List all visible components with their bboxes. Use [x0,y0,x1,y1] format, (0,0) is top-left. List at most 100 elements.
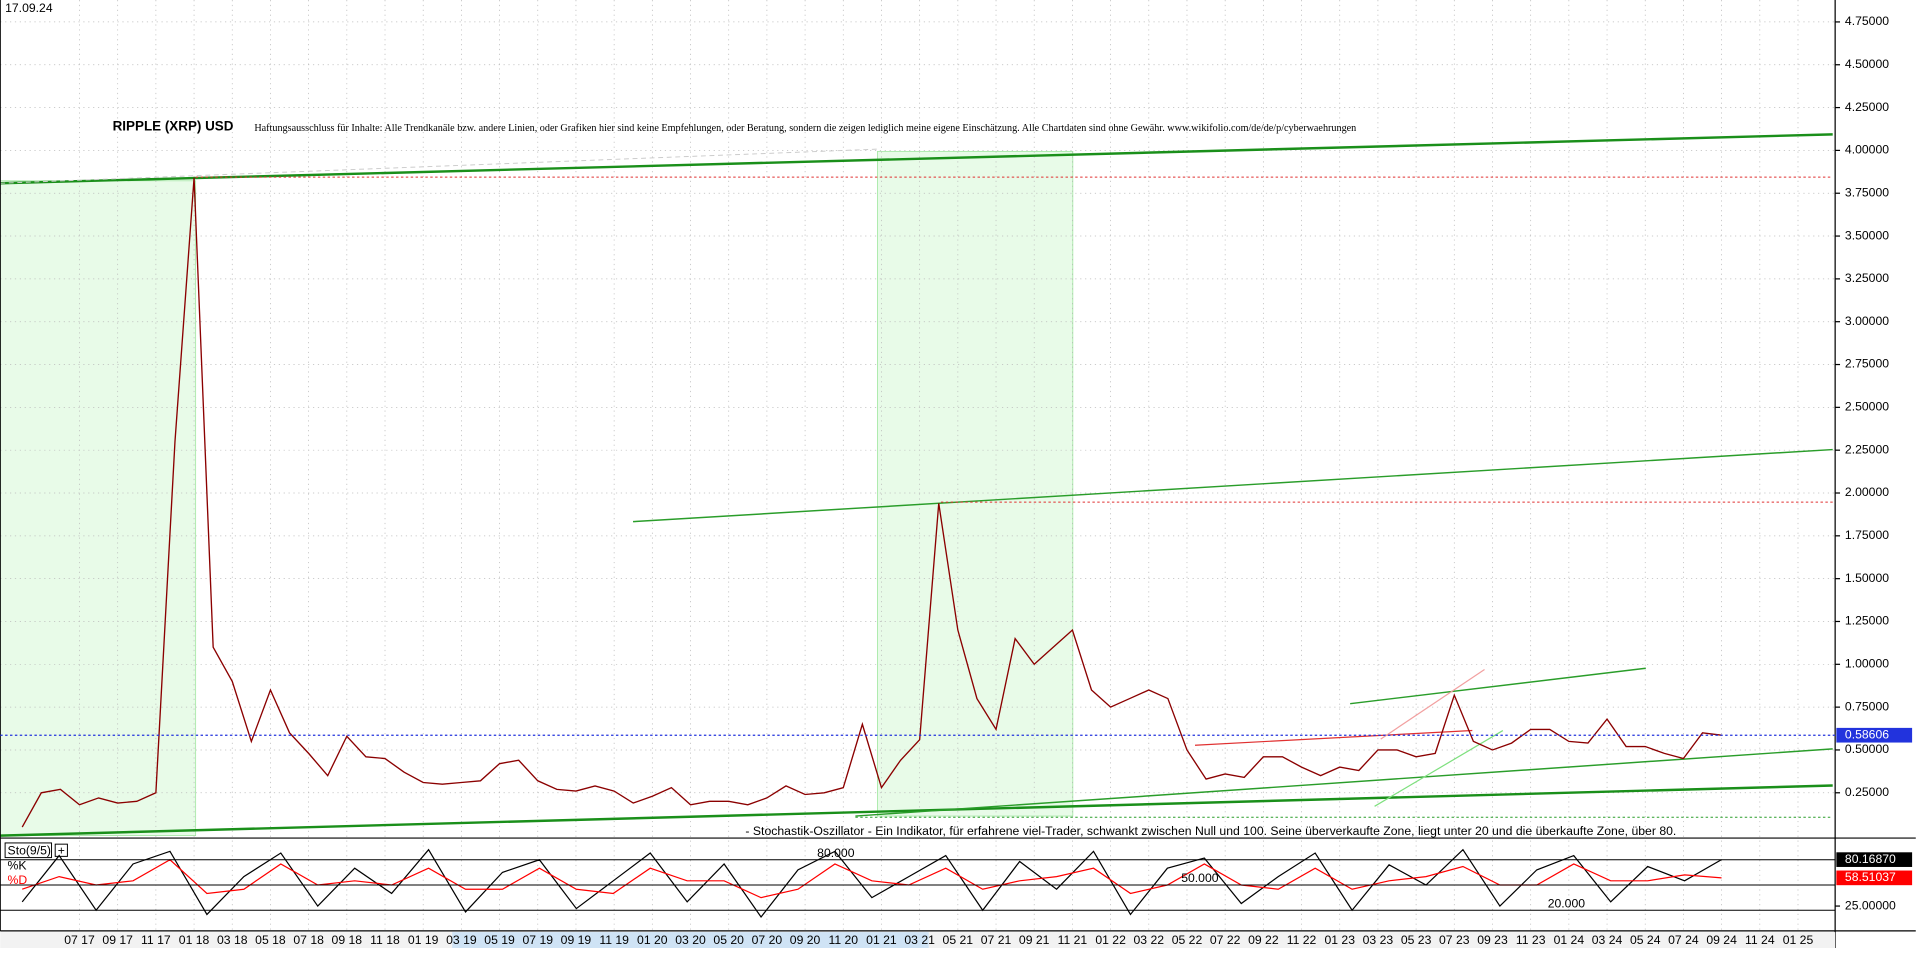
trend-line [1374,730,1504,807]
y-tick-label: 2.75000 [1845,357,1889,371]
y-tick-label: 2.25000 [1845,442,1889,456]
x-tick-label: 03 24 [1592,933,1623,947]
price-line [21,177,1722,828]
x-tick-label: 09 23 [1477,933,1508,947]
x-tick-label: 09 22 [1248,933,1279,947]
x-tick-label: 07 20 [752,933,783,947]
current-value-box [1836,852,1913,867]
trend-line [0,148,880,184]
x-tick-label: 05 22 [1172,933,1203,947]
current-value-box [1836,870,1913,886]
disclaimer: Haftungsausschluss für Inhalte: Alle Tre… [254,122,1356,134]
zone [0,180,197,836]
x-tick-label: 09 17 [102,933,133,947]
y-tick-label: 1.75000 [1845,528,1889,542]
x-tick-label: 03 18 [217,933,248,947]
x-tick-label: 07 21 [981,933,1012,947]
current-price-label: 0.58606 [1845,727,1889,741]
x-tick-label: 05 18 [255,933,286,947]
x-tick-label: 11 17 [141,933,171,947]
trend-line [855,748,1833,817]
x-tick-label: 01 21 [866,933,897,947]
x-tick-label: 09 19 [561,933,592,947]
x-tick-label: 01 18 [179,933,210,947]
y-tick-label: 1.25000 [1845,614,1889,628]
trend-line [1350,667,1646,705]
add-indicator-button[interactable] [54,843,68,857]
x-tick-label: 11 21 [1058,933,1088,947]
date-label: 17.09.24 [5,1,53,15]
y-tick-label: 0.75000 [1845,699,1889,713]
y-tick-label: 25.00000 [1845,898,1896,912]
x-tick-label: 01 24 [1554,933,1585,947]
current-price-box [1836,727,1913,743]
x-tick-label: 11 22 [1287,933,1317,947]
grid [0,0,1836,931]
trend-line [1380,668,1485,740]
x-tick-label: 01 23 [1324,933,1355,947]
x-tick-label: 07 17 [64,933,95,947]
level-label: 50.000 [1181,871,1219,885]
y-tick-label: 1.50000 [1845,571,1889,585]
y-tick-label: 0.25000 [1845,785,1889,799]
chart-title: RIPPLE (XRP) USD [113,119,234,134]
x-tick-label: 07 23 [1439,933,1470,947]
trend-line [632,448,1833,523]
y-tick-label: 3.25000 [1845,271,1889,285]
x-tick-label: 01 20 [637,933,668,947]
trend-line [1194,729,1473,746]
y-tick-label: 0.50000 [1845,742,1889,756]
x-tick-label: 01 22 [1095,933,1126,947]
add-indicator-icon: + [58,844,65,858]
y-tick-label: 4.25000 [1845,100,1889,114]
x-tick-label: 05 23 [1401,933,1432,947]
x-tick-label: 05 21 [943,933,974,947]
oscillator-line [22,859,1722,899]
x-tick-label: 11 18 [370,933,400,947]
x-tick-label: 09 24 [1706,933,1737,947]
y-tick-label: 3.50000 [1845,228,1889,242]
y-tick-label: 1.00000 [1845,657,1889,671]
x-tick-label: 05 24 [1630,933,1661,947]
x-tick-label: 11 23 [1516,933,1546,947]
y-tick-label: 2.00000 [1845,485,1889,499]
legend-label: %D [8,873,28,887]
zone [877,151,1074,817]
x-tick-label: 03 21 [904,933,935,947]
x-tick-label: 09 20 [790,933,821,947]
x-tick-label: 03 23 [1363,933,1394,947]
marks [21,177,1722,919]
x-tick-label: 05 19 [484,933,515,947]
current-value-label: 58.51037 [1845,870,1896,884]
x-tick-label: 03 22 [1134,933,1165,947]
y-tick-label: 3.00000 [1845,314,1889,328]
trend-line [0,784,1833,837]
y-tick-label: 4.00000 [1845,143,1889,157]
x-tick-label: 07 22 [1210,933,1241,947]
x-tick-label: 09 21 [1019,933,1050,947]
x-tick-label: 11 19 [599,933,629,947]
y-tick-label: 4.50000 [1845,57,1889,71]
x-tick-label: 11 24 [1745,933,1775,947]
x-tick-label: 03 20 [675,933,706,947]
level-label: 20.000 [1548,896,1586,910]
y-tick-label: 2.50000 [1845,400,1889,414]
indicator-tab[interactable] [4,842,53,859]
y-tick-label: 4.75000 [1845,14,1889,28]
legend-label: %K [8,858,27,872]
x-tick-label: 05 20 [713,933,744,947]
y-tick-label: 3.75000 [1845,185,1889,199]
x-tick-label: 07 19 [522,933,553,947]
x-tick-label: 11 20 [828,933,858,947]
x-axis-highlight [452,932,929,948]
indicator-title: Sto(9/5) [8,844,51,858]
x-tick-label: 09 18 [332,933,363,947]
x-tick-label: 01 25 [1783,933,1814,947]
x-tick-label: 07 24 [1668,933,1699,947]
level-label: 80.000 [817,846,855,860]
x-tick-label: 03 19 [446,933,477,947]
x-tick-label: 07 18 [293,933,324,947]
indicator-description: - Stochastik-Oszillator - Ein Indikator,… [745,824,1676,838]
